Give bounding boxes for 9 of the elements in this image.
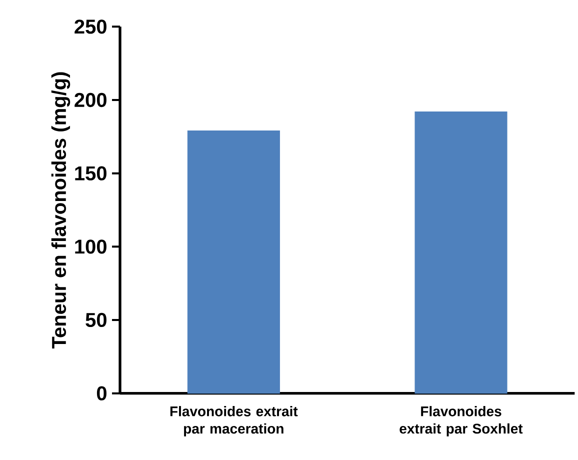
y-tick-label: 200 [74, 92, 106, 108]
x-tick-label: Flavonoides extrait par maceration [170, 406, 298, 436]
x-tick-label: Flavonoides extrait par Soxhlet [400, 406, 523, 436]
y-axis-title: Teneur en flavonoides (mg/g) [51, 72, 70, 348]
y-tick-label: 250 [74, 20, 106, 34]
y-tick-label: 150 [75, 166, 106, 180]
y-tick-label: 0 [96, 386, 106, 400]
y-tick-label: 100 [75, 240, 106, 254]
y-tick-label: 50 [86, 312, 106, 328]
